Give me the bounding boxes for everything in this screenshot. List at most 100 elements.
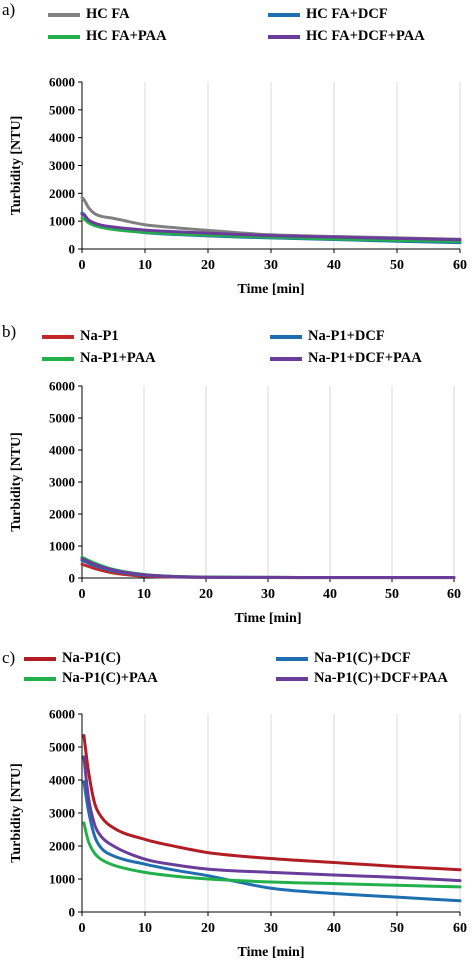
legend-item: HC FA+DCF+PAA — [268, 28, 425, 45]
y-tick-label: 2000 — [49, 186, 75, 201]
legend-swatch — [48, 34, 80, 39]
chart-panel-b: b) Na-P1 Na-P1+DCF Na-P1+PAA Na-P1+DCF+P… — [0, 322, 474, 640]
x-tick-label: 30 — [264, 921, 278, 936]
y-tick-label: 1000 — [49, 214, 75, 229]
x-tick-label: 60 — [453, 921, 467, 936]
series-line — [82, 755, 462, 883]
series-line — [80, 557, 456, 580]
legend-item: Na-P1(C)+DCF — [276, 650, 411, 667]
x-tick-label: 50 — [390, 921, 404, 936]
legend-label: Na-P1+PAA — [80, 350, 156, 366]
chart-panel-a: a) HC FA HC FA+DCF HC FA+PAA HC FA+DCF+P… — [0, 0, 474, 322]
series-line — [82, 821, 462, 889]
x-tick-label: 30 — [261, 587, 275, 602]
legend-item: Na-P1(C) — [24, 650, 121, 667]
legend-swatch — [48, 12, 80, 17]
legend-swatch — [268, 12, 300, 17]
y-tick-label: 4000 — [49, 443, 75, 458]
y-tick-label: 4000 — [49, 130, 75, 145]
legend-label: Na-P1+DCF — [308, 328, 385, 344]
series-line — [82, 733, 462, 872]
legend-label: HC FA — [86, 6, 130, 22]
series-line — [80, 212, 462, 242]
y-tick-label: 5000 — [49, 740, 75, 755]
legend-label: Na-P1(C)+DCF — [314, 650, 411, 666]
panel-letter: a) — [2, 0, 16, 19]
panel-letter: c) — [2, 648, 16, 667]
legend-item: Na-P1 — [42, 328, 119, 345]
x-tick-label: 20 — [201, 258, 215, 273]
legend-label: Na-P1(C)+PAA — [62, 670, 158, 686]
legend-swatch — [42, 356, 74, 361]
y-tick-label: 2000 — [49, 839, 75, 854]
y-tick-label: 2000 — [49, 507, 75, 522]
y-tick-label: 0 — [69, 905, 76, 920]
legend-item: Na-P1(C)+PAA — [24, 670, 158, 687]
legend-label: HC FA+DCF+PAA — [306, 28, 425, 44]
legend-swatch — [24, 676, 56, 681]
legend-label: Na-P1 — [80, 328, 119, 344]
y-tick-label: 3000 — [49, 475, 75, 490]
x-tick-label: 20 — [201, 921, 215, 936]
legend-swatch — [42, 334, 74, 339]
chart-panel-c: c) Na-P1(C) Na-P1(C)+DCF Na-P1(C)+PAA Na… — [0, 640, 474, 968]
x-tick-label: 40 — [327, 258, 341, 273]
x-axis-title: Time [min] — [237, 282, 304, 297]
y-tick-label: 0 — [69, 571, 76, 586]
legend-item: Na-P1+DCF+PAA — [270, 350, 422, 367]
series-line — [82, 780, 462, 903]
x-tick-label: 60 — [453, 258, 467, 273]
y-tick-label: 6000 — [49, 707, 75, 722]
x-tick-label: 50 — [390, 258, 404, 273]
x-tick-label: 40 — [327, 921, 341, 936]
legend-item: Na-P1(C)+DCF+PAA — [276, 670, 448, 687]
y-axis-title: Turbidity [NTU] — [9, 432, 24, 531]
y-tick-label: 4000 — [49, 773, 75, 788]
y-axis-title: Turbidity [NTU] — [9, 763, 24, 862]
x-tick-label: 0 — [79, 587, 86, 602]
x-axis-title: Time [min] — [234, 611, 301, 626]
y-axis-title: Turbidity [NTU] — [9, 116, 24, 215]
x-axis-title: Time [min] — [237, 945, 304, 960]
x-tick-label: 0 — [79, 921, 86, 936]
x-tick-label: 30 — [264, 258, 278, 273]
y-tick-label: 1000 — [49, 539, 75, 554]
legend-swatch — [270, 356, 302, 361]
legend-swatch — [276, 676, 308, 681]
legend-label: Na-P1(C) — [62, 650, 121, 666]
legend-swatch — [268, 34, 300, 39]
legend-swatch — [276, 656, 308, 661]
legend-item: HC FA+DCF — [268, 6, 388, 23]
series-line — [80, 216, 462, 243]
y-tick-label: 6000 — [49, 379, 75, 394]
x-tick-label: 60 — [447, 587, 461, 602]
x-tick-label: 20 — [199, 587, 213, 602]
legend-item: HC FA+PAA — [48, 28, 167, 45]
y-tick-label: 3000 — [49, 158, 75, 173]
y-tick-label: 6000 — [49, 75, 75, 90]
y-tick-label: 1000 — [49, 872, 75, 887]
x-tick-label: 40 — [323, 587, 337, 602]
y-tick-label: 3000 — [49, 806, 75, 821]
legend-swatch — [270, 334, 302, 339]
line-chart: 0 1000 2000 3000 4000 5000 6000 0 10 20 30 40 50 60 Ti… — [9, 707, 467, 961]
y-tick-label: 5000 — [49, 411, 75, 426]
legend-label: HC FA+PAA — [86, 28, 167, 44]
line-chart: 0 1000 2000 3000 4000 5000 6000 0 10 20 30 40 50 60 Ti… — [9, 379, 461, 627]
legend-swatch — [24, 656, 56, 661]
legend-label: Na-P1(C)+DCF+PAA — [314, 670, 448, 686]
y-tick-label: 5000 — [49, 102, 75, 117]
line-chart: 0 1000 2000 3000 4000 5000 6000 0 10 20 30 40 50 60 Ti… — [9, 75, 467, 298]
legend-item: HC FA — [48, 6, 130, 23]
x-tick-label: 0 — [79, 258, 86, 273]
x-tick-label: 10 — [137, 587, 151, 602]
panel-letter: b) — [2, 322, 17, 341]
legend-item: Na-P1+DCF — [270, 328, 385, 345]
legend-item: Na-P1+PAA — [42, 350, 156, 367]
x-tick-label: 10 — [138, 258, 152, 273]
y-tick-label: 0 — [69, 242, 76, 257]
legend-label: Na-P1+DCF+PAA — [308, 350, 422, 366]
x-tick-label: 50 — [385, 587, 399, 602]
x-tick-label: 10 — [138, 921, 152, 936]
legend-label: HC FA+DCF — [306, 6, 388, 22]
